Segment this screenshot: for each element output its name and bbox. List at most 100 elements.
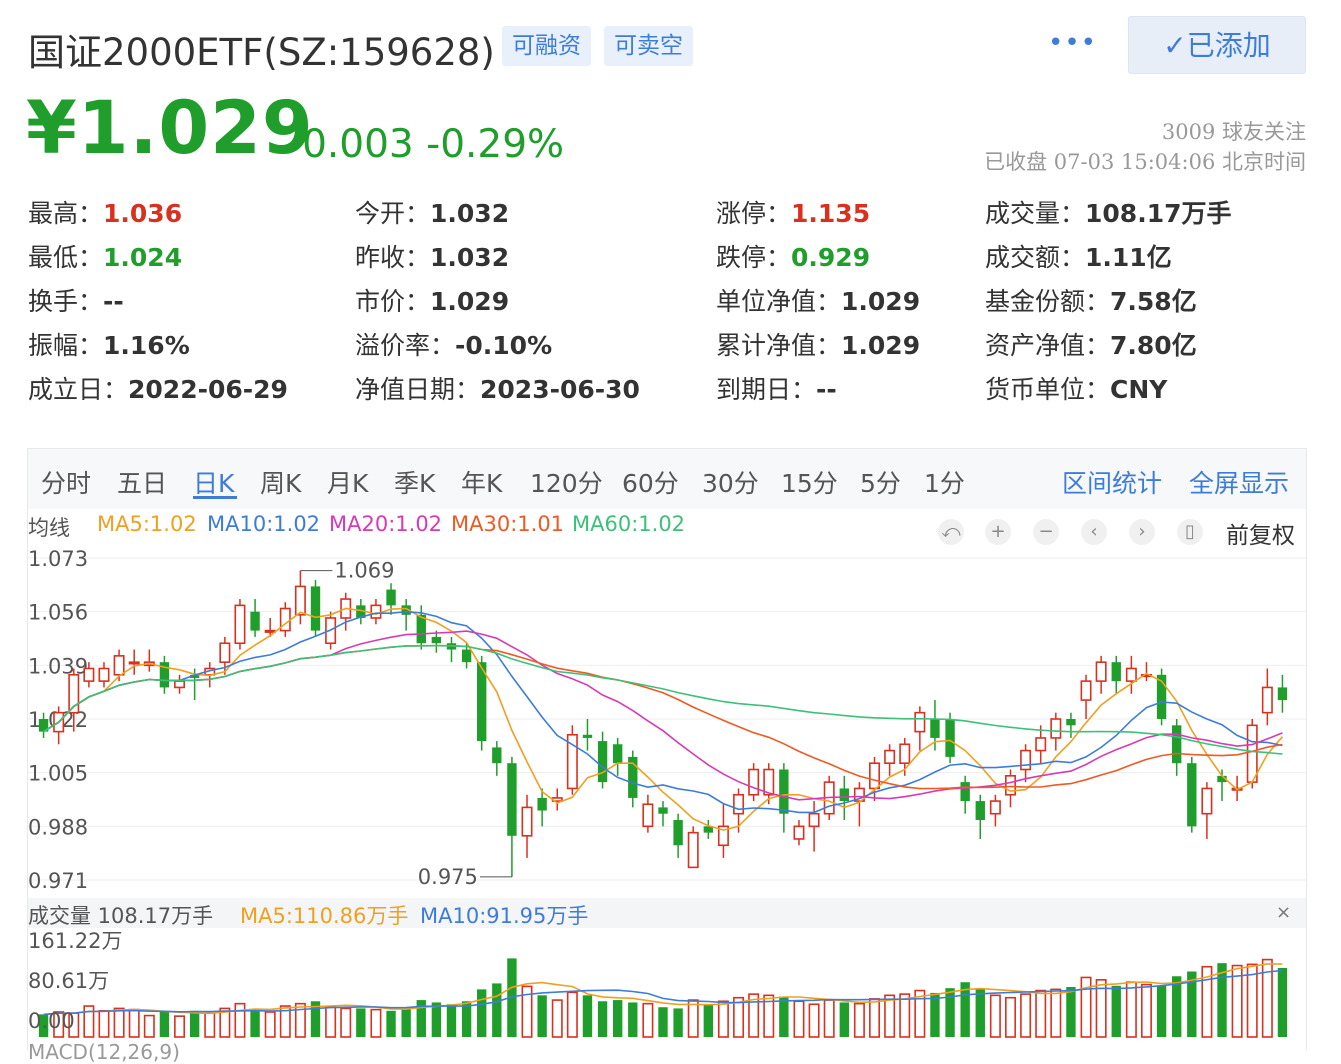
candle-body (234, 604, 246, 645)
volume-ma5: MA5:110.86万手 (240, 904, 409, 928)
candle-body (1111, 662, 1121, 682)
candle-body (370, 604, 382, 619)
tab-period[interactable]: 月K (327, 469, 369, 498)
candle-body (733, 793, 745, 815)
volume-bar (914, 989, 926, 1038)
tab-period[interactable]: 年K (461, 469, 503, 498)
candle-body (1050, 718, 1062, 739)
tab-period[interactable]: 5分 (860, 469, 901, 498)
fullscreen-link[interactable]: 全屏显示 (1189, 469, 1290, 498)
candle-body (853, 787, 865, 802)
zoom-out-icon[interactable]: − (1033, 519, 1059, 545)
tab-period[interactable]: 15分 (781, 469, 838, 498)
ma-legend-item: MA30:1.01 (451, 512, 565, 536)
candle-body (945, 719, 955, 757)
candle-body (1246, 724, 1258, 783)
stat-item: 单位净值：1.029 (716, 282, 920, 318)
tab-period[interactable]: 60分 (622, 469, 679, 498)
candle-body (1125, 667, 1137, 682)
stat-key: 到期日： (716, 375, 817, 404)
added-watchlist-button[interactable]: ✓已添加 (1128, 16, 1306, 74)
tab-period[interactable]: 日K (193, 469, 235, 498)
stat-key: 最高： (28, 199, 104, 228)
candle-body (492, 747, 502, 764)
stat-value: 2023-06-30 (480, 375, 640, 404)
candle-body (975, 801, 985, 821)
volume-bar (143, 1014, 155, 1038)
tab-period[interactable]: 分时 (41, 469, 92, 498)
reset-icon[interactable]: ⤺ (938, 519, 964, 545)
stat-item: 基金份额：7.58亿 (985, 282, 1197, 318)
stat-item: 换手：-- (28, 282, 124, 318)
volume-bar (386, 1010, 396, 1037)
candle-body (219, 642, 231, 663)
candlestick-chart[interactable]: 1.0731.0561.0391.0221.0050.9880.9711.069… (28, 548, 1306, 896)
pan-left-icon[interactable]: ‹ (1081, 519, 1107, 545)
more-options-icon[interactable]: ••• (1048, 28, 1098, 58)
tab-period[interactable]: 五日 (117, 469, 168, 498)
volume-bar (582, 995, 593, 1037)
tab-period[interactable]: 周K (260, 469, 302, 498)
volume-bar (823, 999, 835, 1038)
volume-bar (1140, 983, 1152, 1038)
volume-bar (1095, 979, 1107, 1038)
zoom-in-icon[interactable]: + (985, 519, 1011, 545)
candle-body (763, 768, 775, 796)
stat-item: 最高：1.036 (28, 194, 182, 230)
stat-value: 1.135 (791, 199, 871, 228)
volume-bar (1111, 985, 1121, 1037)
volume-bar (884, 994, 896, 1038)
candle-body (899, 743, 911, 764)
followers-count: 3009 球友关注 (1161, 120, 1306, 144)
tab-period[interactable]: 30分 (702, 469, 759, 498)
volume-bar (264, 1011, 276, 1038)
close-icon[interactable]: × (1276, 902, 1292, 923)
y-tick-label: 1.005 (28, 762, 88, 786)
pan-right-icon[interactable]: › (1129, 519, 1155, 545)
volume-chart[interactable]: 161.22万 80.61万 0.00 (28, 932, 1306, 1040)
stat-value: 7.80亿 (1110, 331, 1197, 360)
stat-key: 今开： (355, 199, 431, 228)
tab-period[interactable]: 120分 (530, 469, 603, 498)
volume-bar (431, 1002, 442, 1037)
volume-bar (930, 992, 940, 1037)
stat-item: 昨收：1.032 (355, 238, 509, 274)
stat-key: 成交量： (985, 199, 1086, 228)
tab-period[interactable]: 季K (394, 469, 436, 498)
stat-key: 跌停： (716, 243, 792, 272)
stat-value: -- (816, 375, 837, 404)
volume-bar (461, 1001, 472, 1037)
stat-item: 市价：1.029 (355, 282, 509, 318)
candle-body (507, 763, 517, 836)
candle-style-icon[interactable]: ▯ (1177, 519, 1203, 545)
volume-bar (310, 1001, 321, 1037)
stat-key: 单位净值： (716, 287, 842, 316)
candle-body (687, 831, 699, 869)
stat-key: 昨收： (355, 243, 431, 272)
candle-body (642, 803, 654, 828)
volume-bar (1217, 963, 1227, 1037)
candle-body (431, 636, 442, 644)
volume-bar (189, 1010, 200, 1037)
volume-bar (658, 1007, 668, 1037)
candle-body (264, 629, 276, 633)
range-stats-link[interactable]: 区间统计 (1062, 469, 1163, 498)
candle-body (1066, 719, 1076, 726)
volume-bar (250, 1009, 260, 1037)
volume-bar (492, 983, 502, 1037)
stat-key: 振幅： (28, 331, 104, 360)
stat-value: 1.11亿 (1085, 243, 1172, 272)
volume-bar (279, 1005, 291, 1038)
candle-body (386, 589, 396, 606)
volume-bar (869, 998, 881, 1038)
stat-key: 市价： (355, 287, 431, 316)
volume-axis-label: 80.61万 (28, 969, 109, 993)
candle-body (294, 585, 306, 616)
volume-bar (899, 993, 911, 1038)
candle-body (869, 762, 881, 790)
ma-line (43, 610, 1283, 814)
stat-key: 涨停： (716, 199, 792, 228)
candle-body (748, 768, 760, 796)
tab-period[interactable]: 1分 (924, 469, 965, 498)
adjust-mode[interactable]: 前复权 (1226, 523, 1295, 549)
